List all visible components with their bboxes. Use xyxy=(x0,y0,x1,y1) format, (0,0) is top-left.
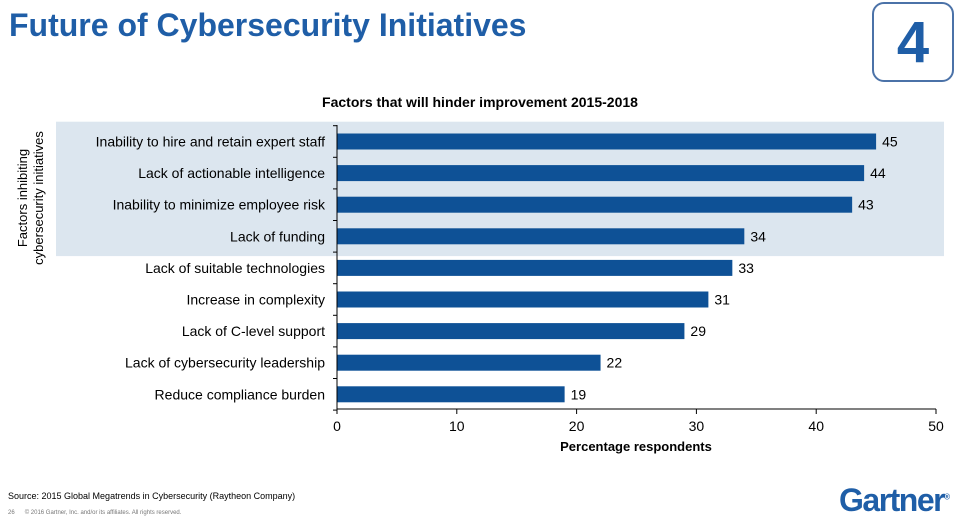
category-label: Lack of funding xyxy=(230,228,325,244)
gartner-logo: Gartner® xyxy=(839,482,950,519)
category-label: Lack of cybersecurity leadership xyxy=(125,355,325,371)
page-number: 26 xyxy=(8,510,15,516)
section-number-badge: 4 xyxy=(872,2,954,82)
x-tick-label: 30 xyxy=(689,418,705,434)
data-label: 29 xyxy=(690,323,706,339)
data-label: 44 xyxy=(870,165,886,181)
bar xyxy=(337,354,601,371)
data-label: 22 xyxy=(607,355,623,371)
chart-title: Factors that will hinder improvement 201… xyxy=(322,94,638,110)
bar xyxy=(337,228,745,245)
y-axis-label-line-2: cybersecurity initiatives xyxy=(31,131,46,265)
bar xyxy=(337,196,853,213)
category-label: Inability to hire and retain expert staf… xyxy=(96,134,325,150)
category-label: Reduce compliance burden xyxy=(155,386,325,402)
data-label: 31 xyxy=(714,292,730,308)
copyright-text: © 2016 Gartner, Inc. and/or its affiliat… xyxy=(24,510,182,516)
category-label: Lack of suitable technologies xyxy=(145,260,325,276)
x-tick-label: 50 xyxy=(928,418,944,434)
bar xyxy=(337,386,565,403)
copyright-line: 26 © 2016 Gartner, Inc. and/or its affili… xyxy=(8,510,181,516)
category-label: Inability to minimize employee risk xyxy=(113,197,326,213)
logo-text: Gartner xyxy=(839,482,946,518)
data-label: 19 xyxy=(571,386,587,402)
data-label: 45 xyxy=(882,134,898,150)
bar-chart: Factors that will hinder improvement 201… xyxy=(15,94,944,454)
x-tick-label: 10 xyxy=(449,418,465,434)
data-label: 33 xyxy=(738,260,754,276)
data-label: 34 xyxy=(750,228,766,244)
x-tick-label: 20 xyxy=(569,418,585,434)
bar xyxy=(337,133,877,150)
x-axis-label: Percentage respondents xyxy=(560,439,712,454)
category-label: Lack of C-level support xyxy=(182,323,325,339)
data-label: 43 xyxy=(858,197,874,213)
registered-mark: ® xyxy=(944,492,950,502)
bar xyxy=(337,323,685,340)
x-tick-label: 0 xyxy=(333,418,341,434)
category-label: Increase in complexity xyxy=(186,292,325,308)
x-tick-label: 40 xyxy=(808,418,824,434)
bar xyxy=(337,165,865,182)
category-label: Lack of actionable intelligence xyxy=(138,165,325,181)
y-axis-label-line-1: Factors inhibiting xyxy=(15,149,30,247)
page-title: Future of Cybersecurity Initiatives xyxy=(9,7,527,43)
source-note: Source: 2015 Global Megatrends in Cybers… xyxy=(8,491,296,501)
bar xyxy=(337,291,709,308)
bar xyxy=(337,259,733,276)
